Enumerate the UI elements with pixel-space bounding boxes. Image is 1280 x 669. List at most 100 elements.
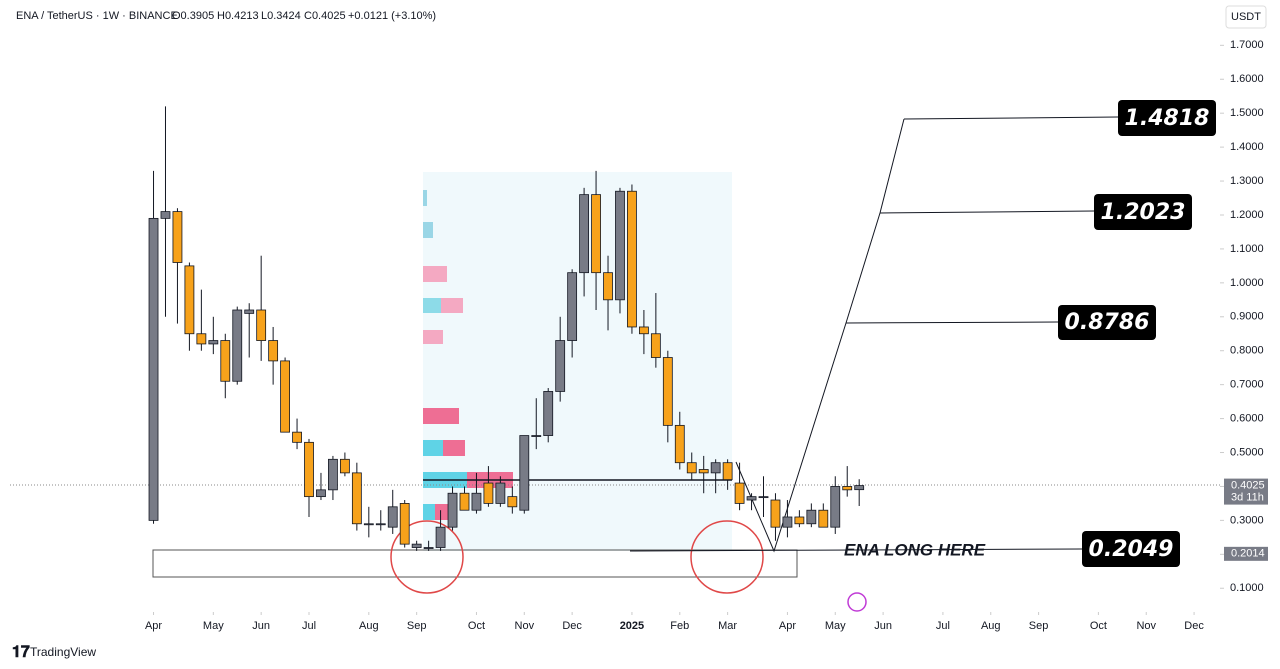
- y-tick-label: 1.1000: [1230, 243, 1264, 255]
- support-zone: [152, 549, 798, 578]
- candle-body: [160, 211, 171, 219]
- x-tick-label: Jun: [874, 620, 892, 632]
- candle-body: [483, 482, 494, 504]
- y-tick-label: 0.9000: [1230, 311, 1264, 323]
- candle-body: [842, 486, 853, 491]
- candle-body: [519, 435, 530, 511]
- y-tick-label: 1.2000: [1230, 209, 1264, 221]
- candle-body: [411, 543, 422, 548]
- x-tick-label: 2025: [620, 620, 644, 632]
- x-tick-label: Oct: [468, 620, 485, 632]
- candle-body: [435, 526, 446, 548]
- candle-body: [148, 217, 159, 521]
- lightning-icon[interactable]: [847, 592, 867, 612]
- x-tick-label: Apr: [779, 620, 796, 632]
- annotation-box: [1118, 100, 1216, 136]
- vp-bar: [423, 504, 435, 520]
- alert-price-box: [1224, 546, 1268, 561]
- annotation-box: [1082, 531, 1180, 567]
- candle-body: [770, 499, 781, 528]
- candle-body: [184, 265, 195, 335]
- candle-body: [650, 333, 661, 358]
- currency: USDT: [1231, 11, 1261, 23]
- highlight-circle: [690, 520, 764, 594]
- candle-body: [208, 340, 219, 345]
- candle-body: [363, 523, 374, 526]
- candle-body: [686, 462, 697, 474]
- y-tick-label: 1.6000: [1230, 73, 1264, 85]
- ohlc-close: C0.4025: [304, 10, 346, 22]
- y-tick-label: 1.5000: [1230, 107, 1264, 119]
- candle-body: [710, 462, 721, 474]
- candle-body: [196, 333, 207, 345]
- candle-body: [316, 489, 326, 498]
- x-tick-label: Jun: [252, 620, 270, 632]
- candle-body: [555, 340, 566, 392]
- candle-body: [746, 496, 757, 501]
- x-tick-label: Nov: [515, 620, 535, 632]
- x-tick-label: Dec: [562, 620, 582, 632]
- candle-body: [328, 458, 338, 491]
- candle-body: [459, 492, 470, 511]
- y-tick-label: 1.4000: [1230, 141, 1264, 153]
- candle-body: [495, 482, 506, 504]
- annotation-box: [1058, 305, 1156, 340]
- x-tick-label: Feb: [670, 620, 689, 632]
- candle-body: [375, 523, 386, 526]
- candle-body: [423, 547, 434, 549]
- y-tick-label: 0.7000: [1230, 379, 1264, 391]
- candle-body: [304, 441, 314, 498]
- last-price-box: [1224, 478, 1268, 505]
- x-tick-label: May: [203, 620, 224, 632]
- vp-bar: [423, 440, 443, 456]
- target-line: [879, 210, 1095, 214]
- ohlc-high: H0.4213: [217, 10, 259, 22]
- x-tick-label: Oct: [1090, 620, 1107, 632]
- annotation: 0.2049: [1089, 537, 1174, 562]
- x-tick-label: Dec: [1184, 620, 1204, 632]
- x-tick-label: Apr: [145, 620, 162, 632]
- candle-body: [818, 509, 829, 528]
- candle-body: [244, 309, 255, 314]
- candle-body: [232, 309, 243, 382]
- y-tick-label: 1.3000: [1230, 175, 1264, 187]
- last-price-label: 0.4025: [1231, 480, 1265, 492]
- x-tick-label: Aug: [981, 620, 1001, 632]
- x-tick-label: Mar: [718, 620, 737, 632]
- brand-logo: 𝟏𝟕: [12, 644, 30, 661]
- y-tick-label: 1.7000: [1230, 39, 1264, 51]
- vp-bar: [423, 330, 443, 344]
- candle-body: [507, 496, 518, 508]
- vp-bar: [423, 298, 441, 313]
- candle-body: [351, 472, 362, 525]
- x-tick-label: Nov: [1136, 620, 1156, 632]
- currency-box[interactable]: [1225, 5, 1267, 29]
- vp-bar: [423, 190, 427, 206]
- target-line: [845, 321, 1059, 324]
- candle-body: [854, 485, 865, 491]
- candle-body: [627, 190, 637, 328]
- y-tick-label: 0.5000: [1230, 446, 1264, 458]
- annotation-box: [1094, 194, 1192, 230]
- x-tick-label: Aug: [359, 620, 379, 632]
- candle-body: [280, 360, 290, 433]
- candle-body: [830, 486, 841, 528]
- annotation: 1.2023: [1101, 200, 1186, 225]
- candle-body: [603, 272, 613, 301]
- candle-body: [662, 357, 673, 426]
- alert-price-label: 0.2014: [1231, 548, 1265, 560]
- vp-bar: [423, 408, 459, 424]
- y-tick-label: 0.1000: [1230, 582, 1264, 594]
- candle-body: [567, 272, 578, 341]
- target-line: [629, 548, 1083, 552]
- candle-body: [339, 458, 350, 474]
- y-tick-label: 0.3000: [1230, 514, 1264, 526]
- countdown: 3d 11h: [1231, 492, 1264, 504]
- ohlc-open: O0.3905: [172, 10, 214, 22]
- candle-body: [531, 435, 542, 437]
- brand: TradingView: [30, 645, 96, 659]
- candle-body: [256, 309, 267, 341]
- candle-body: [639, 326, 649, 335]
- candle-body: [806, 509, 817, 525]
